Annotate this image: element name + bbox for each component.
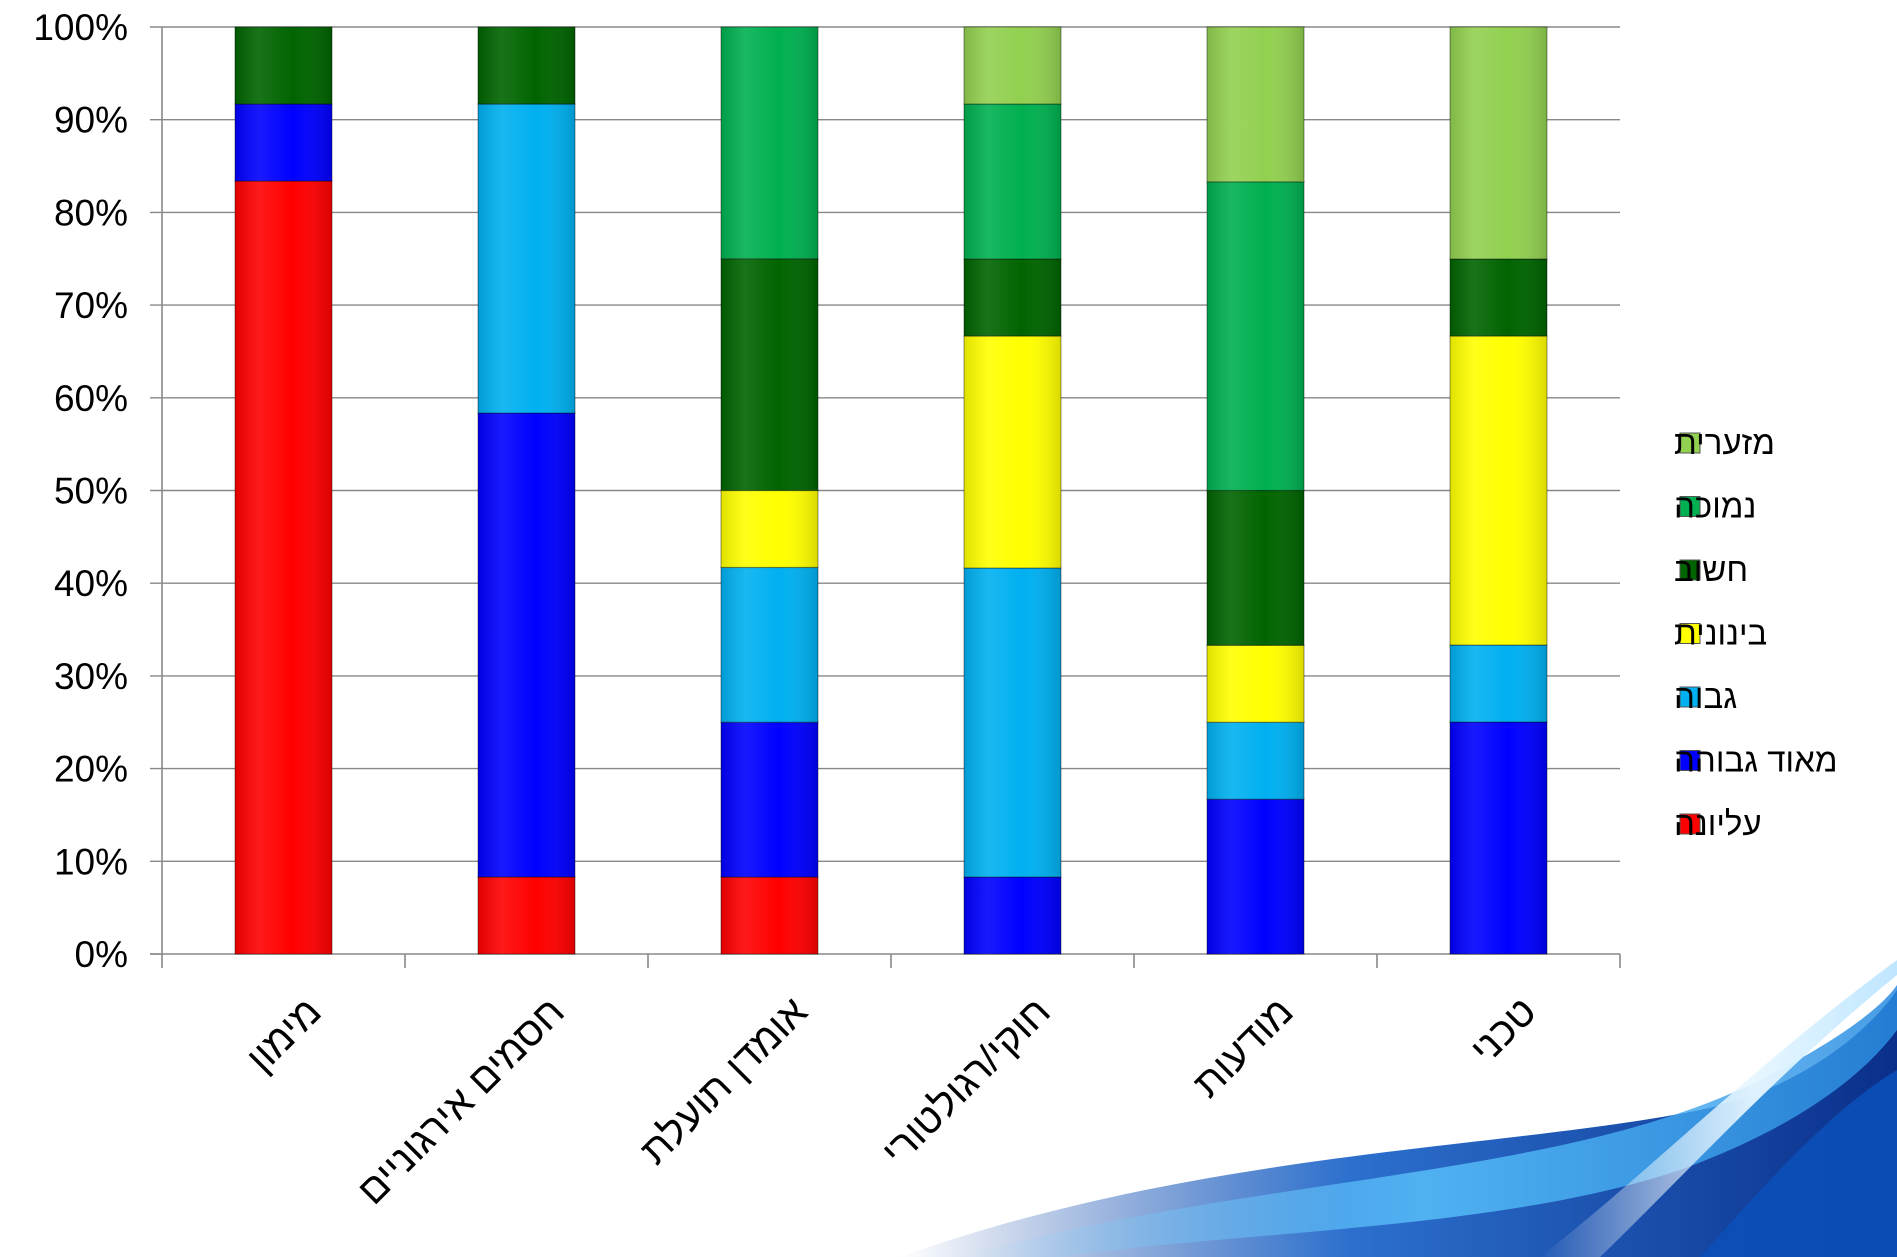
bar-segment-shading — [1450, 27, 1547, 259]
y-tick-label: 70% — [54, 285, 128, 326]
bar-segment-shading — [235, 27, 332, 105]
bar-segment-shading — [721, 258, 818, 491]
bar-segment-shading — [1450, 645, 1547, 723]
x-category-label: חוקי/רגולטורי — [874, 989, 1059, 1174]
bar-segment-shading — [1207, 490, 1304, 646]
bar-segment-shading — [478, 876, 575, 954]
legend-label: עליונה — [1674, 805, 1762, 842]
bar-segment-shading — [235, 104, 332, 182]
y-tick-label: 10% — [54, 841, 128, 882]
x-category-label: אומדן תועלת — [632, 989, 816, 1173]
bar-segment-shading — [721, 567, 818, 723]
y-tick-label: 100% — [33, 7, 128, 48]
x-category-label: טכני — [1462, 989, 1545, 1072]
bar-segment-shading — [1207, 181, 1304, 491]
legend-label: גבוה — [1674, 678, 1737, 715]
y-tick-label: 40% — [54, 563, 128, 604]
legend-label: מאוד גבוהה — [1674, 742, 1838, 779]
legend-swatch — [1679, 559, 1701, 581]
bar-segment-shading — [1207, 645, 1304, 723]
y-tick-label: 80% — [54, 192, 128, 233]
bar-segment-shading — [1450, 722, 1547, 954]
bar-segment-shading — [1450, 336, 1547, 645]
y-tick-label: 20% — [54, 749, 128, 790]
bar-segment-shading — [964, 104, 1061, 259]
legend-label: נמוכה — [1674, 488, 1756, 525]
y-tick-label: 90% — [54, 100, 128, 141]
x-category-label: חסמים אירגוניים — [349, 989, 573, 1213]
bar-segment-shading — [721, 877, 818, 954]
bar-segment-shading — [1207, 27, 1304, 182]
decorative-swoosh-graphic — [900, 960, 1897, 1257]
bar-segment-shading — [964, 876, 1061, 954]
bar-segment-shading — [964, 567, 1061, 877]
bar-segment-shading — [964, 27, 1061, 105]
y-axis-tick-labels: 0% 10% 20% 30% 40% 50% 60% 70% 80% 90% 100% — [33, 7, 128, 975]
bar-segment-shading — [1207, 722, 1304, 800]
bar-segment-shading — [478, 104, 575, 414]
bar-segment-shading — [478, 413, 575, 877]
legend-label: בינונית — [1674, 615, 1767, 652]
legend-swatch — [1679, 623, 1701, 644]
legend-swatch — [1679, 686, 1701, 708]
bar-segment-shading — [721, 27, 818, 259]
bar-segment-shading — [235, 181, 332, 955]
x-category-label: מודעות — [1185, 989, 1302, 1106]
legend-label: מזערית — [1674, 424, 1775, 461]
gridlines — [150, 26, 1620, 955]
y-tick-label: 60% — [54, 378, 128, 419]
legend-swatch — [1679, 750, 1701, 771]
bar-segment-shading — [964, 336, 1061, 568]
legend-swatch — [1679, 496, 1701, 517]
legend-swatch — [1679, 813, 1701, 835]
legend: מזערית נמוכה חשוב בינונית גבוה מאוד גבוהה עליו… — [1674, 424, 1838, 842]
bars — [234, 26, 1548, 955]
x-category-label: מימון — [238, 989, 329, 1080]
y-tick-label: 50% — [54, 471, 128, 512]
axes — [150, 27, 1621, 968]
y-tick-label: 30% — [54, 656, 128, 697]
y-tick-label: 0% — [75, 934, 128, 975]
legend-label: חשוב — [1674, 551, 1748, 588]
bar-segment-shading — [1207, 799, 1304, 954]
legend-swatch — [1679, 432, 1701, 454]
bar-segment-shading — [721, 490, 818, 568]
bar-segment-shading — [721, 722, 818, 878]
bar-segment-shading — [964, 258, 1061, 336]
bar-segment-shading — [478, 27, 575, 105]
bar-segment-shading — [1450, 258, 1547, 336]
